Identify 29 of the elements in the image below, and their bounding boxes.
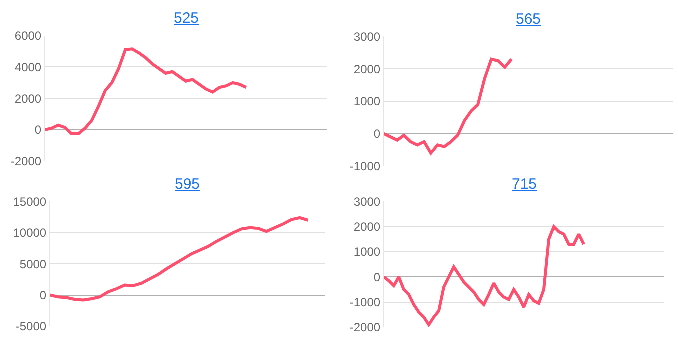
- line-series: [384, 225, 586, 326]
- chart-title: 595: [175, 176, 200, 193]
- y-tick-label: -1000: [350, 159, 381, 174]
- y-tick-label: 0: [40, 288, 47, 302]
- y-tick-label: -5000: [16, 320, 47, 334]
- line-series: [45, 48, 248, 136]
- y-tick-label: 3000: [354, 30, 381, 44]
- y-tick-label: 5000: [20, 257, 47, 272]
- line-series: [50, 216, 310, 302]
- line-series: [384, 58, 514, 155]
- y-tick-label: 0: [34, 123, 42, 138]
- y-tick-label: 6000: [14, 28, 42, 43]
- y-tick-label: 10000: [13, 226, 47, 240]
- y-tick-label: 2000: [14, 92, 42, 106]
- chart-title: 525: [174, 10, 200, 27]
- y-tick-label: 0: [374, 127, 381, 142]
- y-tick-label: 3000: [354, 194, 381, 209]
- chart-title: 715: [512, 176, 538, 193]
- y-tick-label: 15000: [13, 194, 47, 209]
- y-tick-label: 0: [374, 270, 381, 284]
- y-tick-label: 2000: [354, 62, 381, 76]
- y-tick-label: -2000: [350, 320, 381, 335]
- y-tick-label: 1000: [354, 94, 381, 109]
- chart-title: 565: [516, 11, 542, 28]
- y-tick-label: -1000: [350, 295, 381, 310]
- y-tick-label: 4000: [14, 60, 42, 74]
- y-tick-label: 2000: [354, 220, 381, 234]
- y-tick-label: -2000: [10, 154, 42, 169]
- y-tick-label: 1000: [354, 245, 381, 260]
